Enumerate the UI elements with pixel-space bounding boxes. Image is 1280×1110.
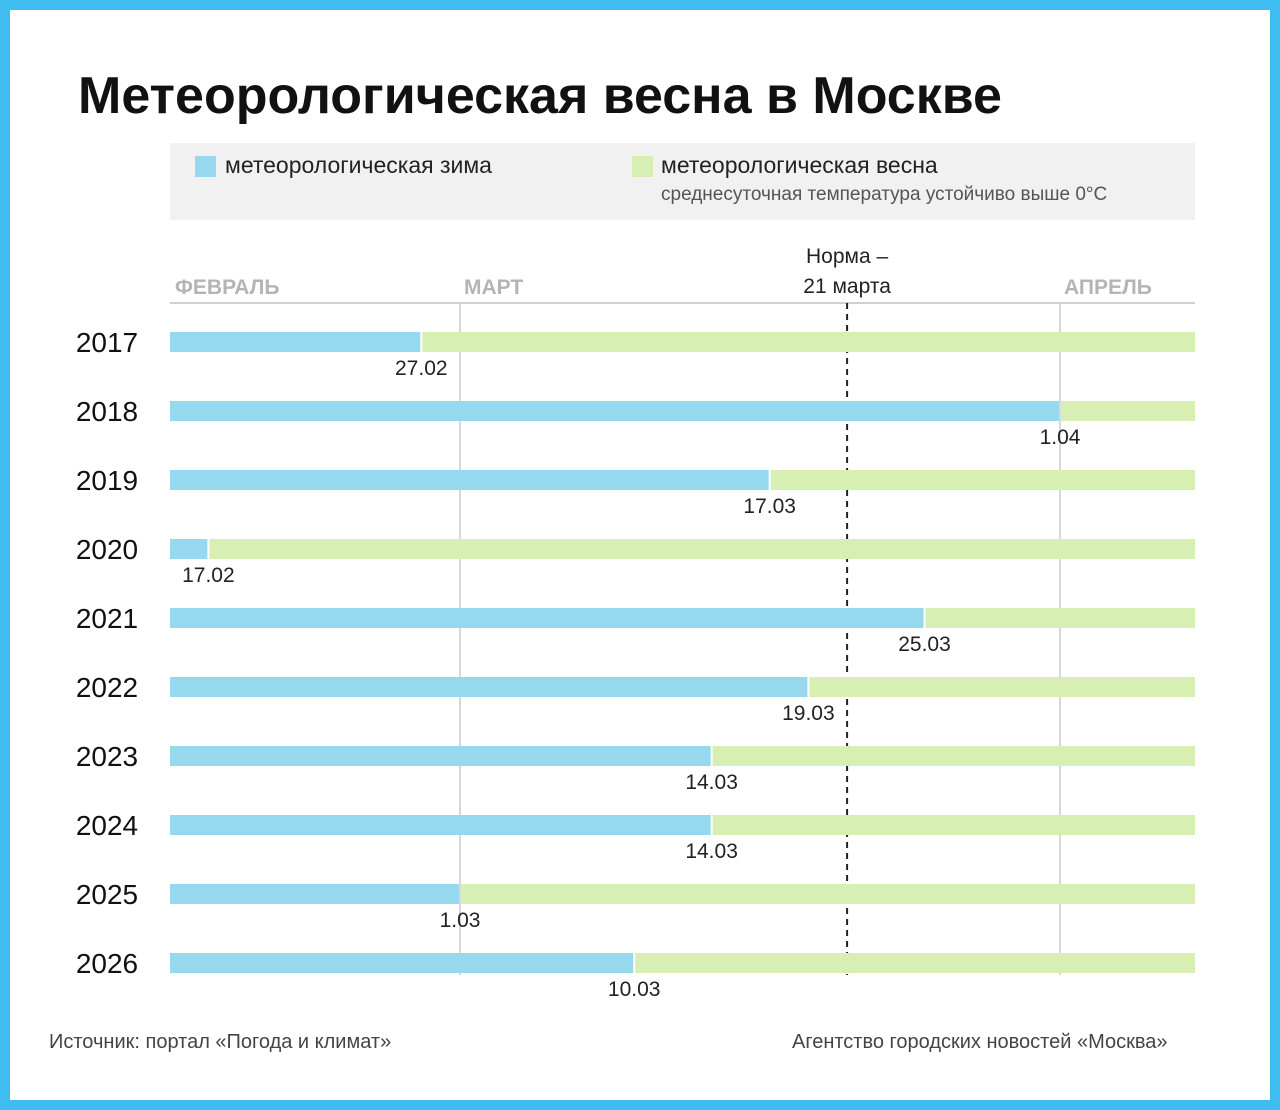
legend-winter-label: метеорологическая зима bbox=[225, 152, 492, 178]
legend: метеорологическая зима метеорологическая… bbox=[170, 143, 1195, 220]
legend-spring-label: метеорологическая весна bbox=[661, 152, 938, 178]
year-label-2021: 2021 bbox=[76, 603, 138, 634]
year-label-2023: 2023 bbox=[76, 741, 138, 772]
spring-bar-2023 bbox=[712, 746, 1195, 766]
legend-winter-swatch bbox=[195, 156, 216, 177]
month-label-1: МАРТ bbox=[464, 276, 523, 299]
month-label-2: АПРЕЛЬ bbox=[1064, 276, 1152, 299]
winter-bar-2026 bbox=[170, 953, 634, 973]
spring-bar-2026 bbox=[635, 953, 1195, 973]
winter-bar-2020 bbox=[170, 539, 208, 559]
agency-credit: Агентство городских новостей «Москва» bbox=[792, 1031, 1168, 1053]
winter-bar-2019 bbox=[170, 470, 769, 490]
year-label-2019: 2019 bbox=[76, 465, 138, 496]
legend-spring-swatch bbox=[632, 156, 653, 177]
year-label-2025: 2025 bbox=[76, 879, 138, 910]
date-label-2018: 1.04 bbox=[1040, 426, 1081, 449]
year-label-2017: 2017 bbox=[76, 327, 138, 358]
winter-bar-2022 bbox=[170, 677, 808, 697]
winter-bar-2017 bbox=[170, 332, 421, 352]
spring-bar-2019 bbox=[770, 470, 1195, 490]
date-label-2020: 17.02 bbox=[182, 564, 235, 587]
date-label-2021: 25.03 bbox=[898, 633, 951, 656]
date-label-2026: 10.03 bbox=[608, 978, 661, 1001]
spring-bar-2021 bbox=[925, 608, 1195, 628]
year-label-2018: 2018 bbox=[76, 396, 138, 427]
legend-spring-note: среднесуточная температура устойчиво выш… bbox=[661, 184, 1108, 205]
date-label-2017: 27.02 bbox=[395, 357, 448, 380]
spring-bar-2018 bbox=[1061, 401, 1195, 421]
winter-bar-2025 bbox=[170, 884, 459, 904]
year-label-2020: 2020 bbox=[76, 534, 138, 565]
date-label-2022: 19.03 bbox=[782, 702, 835, 725]
spring-bar-2017 bbox=[422, 332, 1196, 352]
date-label-2025: 1.03 bbox=[440, 909, 481, 932]
spring-bar-2025 bbox=[461, 884, 1195, 904]
source-note: Источник: портал «Погода и климат» bbox=[49, 1031, 392, 1053]
norm-label-line1: Норма – bbox=[806, 245, 888, 268]
chart-title: Метеорологическая весна в Москве bbox=[78, 67, 1002, 125]
date-label-2024: 14.03 bbox=[685, 840, 738, 863]
norm-label-line2: 21 марта bbox=[803, 275, 891, 298]
date-label-2019: 17.03 bbox=[743, 495, 796, 518]
spring-bar-2024 bbox=[712, 815, 1195, 835]
winter-bar-2021 bbox=[170, 608, 924, 628]
spring-bar-2022 bbox=[809, 677, 1195, 697]
year-label-2022: 2022 bbox=[76, 672, 138, 703]
winter-bar-2024 bbox=[170, 815, 711, 835]
month-label-0: ФЕВРАЛЬ bbox=[175, 276, 280, 299]
year-label-2024: 2024 bbox=[76, 810, 138, 841]
year-label-2026: 2026 bbox=[76, 948, 138, 979]
winter-bar-2018 bbox=[170, 401, 1059, 421]
winter-bar-2023 bbox=[170, 746, 711, 766]
date-label-2023: 14.03 bbox=[685, 771, 738, 794]
spring-bar-2020 bbox=[209, 539, 1196, 559]
